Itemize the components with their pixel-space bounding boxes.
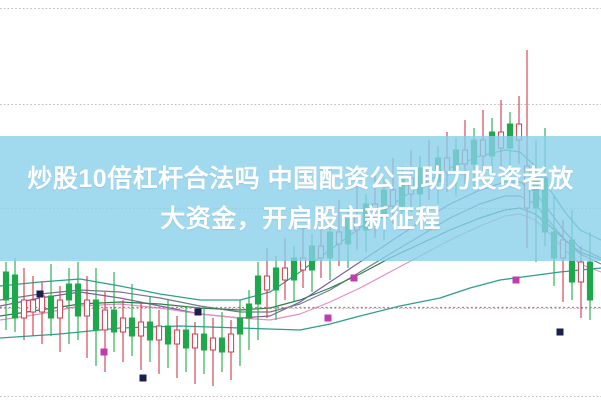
signal-markers: [36, 274, 564, 382]
signal-marker: [512, 276, 520, 284]
candle-up: [227, 320, 235, 380]
signal-marker: [556, 328, 564, 336]
candle-down: [110, 272, 118, 352]
candle-up: [137, 302, 145, 370]
candle-up: [209, 318, 217, 386]
candle-down: [182, 306, 190, 372]
candle-down: [254, 262, 262, 340]
candle-up: [119, 300, 127, 362]
candle-down: [128, 284, 136, 356]
candle-up: [191, 322, 199, 384]
candle-down: [200, 308, 208, 374]
candle-down: [11, 258, 19, 332]
candle-down: [236, 300, 244, 366]
signal-marker: [324, 314, 332, 322]
candle-down: [65, 268, 73, 344]
candle-up: [83, 276, 91, 358]
signal-marker: [100, 348, 108, 356]
candle-down: [2, 262, 10, 330]
candle-down: [146, 296, 154, 362]
candle-down: [218, 312, 226, 372]
candle-up: [29, 276, 37, 336]
candle-down: [245, 290, 253, 350]
candle-up: [155, 310, 163, 374]
title-banner-overlay: 炒股10倍杠杆合法吗 中国配资公司助力投资者放大资金，开启股市新征程: [0, 136, 601, 261]
signal-marker: [139, 374, 147, 382]
signal-marker: [194, 308, 202, 316]
candle-down: [74, 262, 82, 340]
signal-marker: [36, 290, 44, 298]
candle-down: [47, 264, 55, 336]
candle-down: [272, 256, 280, 320]
candle-down: [92, 268, 100, 366]
candle-up: [101, 292, 109, 372]
candle-up: [173, 316, 181, 378]
candle-up: [56, 286, 64, 352]
candle-up: [20, 268, 28, 340]
candle-down: [164, 300, 172, 368]
signal-marker: [350, 274, 358, 282]
banner-title-text: 炒股10倍杠杆合法吗 中国配资公司助力投资者放大资金，开启股市新征程: [27, 164, 574, 233]
